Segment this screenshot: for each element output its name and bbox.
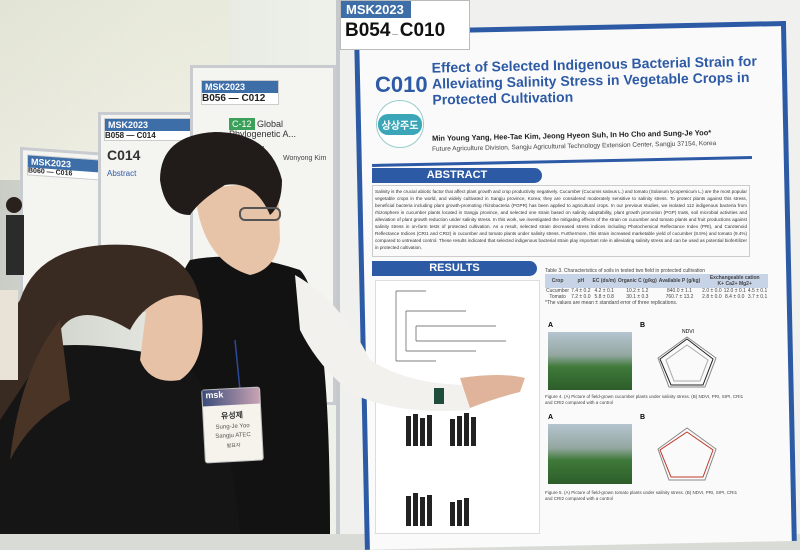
table-header: Organic C (g/kg) — [616, 274, 658, 288]
cell: Cucumber — [546, 288, 570, 294]
pointing-hand — [460, 375, 525, 408]
poster-code-heading: C010 — [375, 72, 428, 97]
poster-code: C014 — [107, 147, 141, 163]
poster-code: C010 — [399, 20, 446, 41]
abstract-heading: ABSTRACT — [372, 168, 542, 183]
table-header: Crop — [545, 274, 571, 288]
poster-codes: B058 — C014 — [105, 131, 156, 140]
results-heading: RESULTS — [372, 261, 537, 276]
table-header: K+ — [717, 281, 725, 287]
msk-label: MSK2023 — [105, 119, 191, 131]
background-visitors — [0, 197, 24, 380]
cell: 840.0 ± 1.1 — [666, 288, 692, 294]
tomato-greenhouse-photo — [548, 424, 632, 484]
cell: 2.8 ± 0.0 — [702, 294, 722, 300]
bar-chart-1 — [406, 406, 539, 446]
wristwatch — [434, 388, 444, 404]
phylogenetic-tree — [395, 290, 506, 362]
radar-chart-2 — [657, 427, 717, 481]
cucumber-greenhouse-photo — [548, 332, 632, 390]
cell: 4.2 ± 0.1 — [594, 288, 614, 294]
logo-text: 상상주도 — [377, 113, 423, 135]
table-header: EC (ds/m) — [591, 274, 617, 288]
table-note: *The values are mean ± standard error of… — [545, 300, 678, 306]
cell: 30.1 ± 0.3 — [626, 294, 649, 300]
cell: 8.4 ± 0.0 — [725, 294, 745, 300]
badge-role: 발표자 — [226, 442, 241, 450]
figure-label: A — [548, 322, 554, 329]
cell: 2.0 ± 0.0 — [702, 288, 722, 294]
board-number: B054 — [345, 20, 391, 41]
table-header: pH — [570, 274, 592, 288]
badge-name-english: Sung-Je Yoo — [215, 423, 250, 431]
people — [0, 132, 525, 534]
visitor-woman — [0, 244, 240, 534]
radar-chart-1: NDVI — [657, 329, 717, 388]
cell: 7.2 ± 0.0 — [571, 294, 591, 300]
table-group-header: Exchangeable cation — [709, 275, 760, 281]
figure-label: B — [640, 322, 646, 329]
cell: Tomato — [549, 294, 566, 300]
badge-organization: Sangju ATEC — [215, 432, 251, 440]
badge-name-korean: 유성제 — [220, 410, 244, 421]
glasses — [239, 207, 281, 221]
abstract-text: Salinity is the crucial abiotic factor t… — [372, 185, 750, 257]
figure-caption: Figure 5. (A) Picture of field-grown tom… — [545, 490, 738, 501]
cell: 12.0 ± 0.1 — [723, 288, 746, 294]
poster-tag: MSK2023 B056 — C012 — [201, 80, 279, 105]
radar-axis-label: NDVI — [682, 329, 694, 335]
badge-brand: msk — [202, 387, 260, 407]
name-badge: msk 유성제 Sung-Je Yoo Sangju ATEC 발표자 — [201, 386, 264, 464]
bar-chart-2 — [406, 486, 539, 526]
poster-number-tag: MSK2023 B054 — C010 — [340, 0, 470, 50]
soil-table: Table 3. Characteristics of soils in tes… — [545, 268, 769, 306]
cell: 7.4 ± 0.2 — [571, 288, 591, 294]
table-row: Cucumber 7.4 ± 0.2 4.2 ± 0.1 10.2 ± 1.2 840.… — [545, 288, 768, 294]
figure-label: B — [640, 414, 646, 421]
table-caption: Table 3. Characteristics of soils in tes… — [545, 268, 706, 274]
poster-author: Wonyong Kim — [283, 155, 327, 162]
cell: 4.5 ± 0.1 — [747, 288, 768, 294]
poster-badge: C-12 — [229, 118, 255, 130]
figure-caption: Figure 4. (A) Picture of field-grown cuc… — [545, 394, 744, 405]
cell: 10.2 ± 1.2 — [626, 288, 649, 294]
sangju-logo: 상상주도 — [376, 100, 424, 148]
cell: 760.7 ± 13.2 — [665, 294, 694, 300]
msk-label: MSK2023 — [202, 81, 278, 93]
msk-label: MSK2023 — [341, 1, 411, 18]
table-header: Available P (g/kg) — [657, 274, 702, 288]
cell: 3.7 ± 0.1 — [747, 294, 768, 300]
lanyard — [234, 339, 241, 391]
cell: 5.8 ± 0.8 — [594, 294, 614, 300]
table-header: Mg2+ — [738, 281, 752, 287]
section-heading: Abstract — [107, 169, 137, 178]
table-header: Ca2+ — [725, 281, 738, 287]
figure-label: A — [548, 414, 554, 421]
table-row: Tomato 7.2 ± 0.0 5.8 ± 0.8 30.1 ± 0.3 760.7 … — [545, 294, 768, 300]
poster-codes: B056 — C012 — [202, 93, 266, 104]
